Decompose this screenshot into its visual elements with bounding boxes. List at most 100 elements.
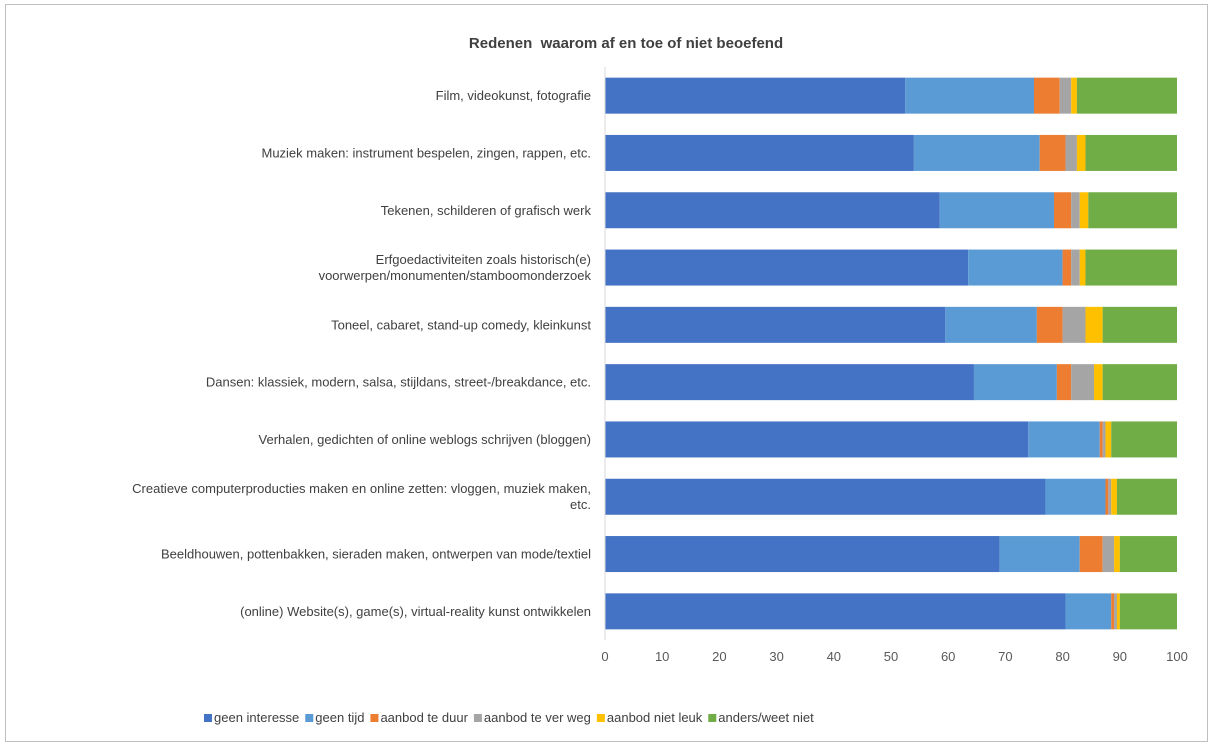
bar-3-series-6 <box>1088 192 1177 229</box>
bar-8-series-2 <box>1045 478 1106 515</box>
category-label-8-line-1: Creatieve computerproducties maken en on… <box>132 481 591 496</box>
bar-1-series-3 <box>1034 77 1060 114</box>
x-tick-label-70: 70 <box>998 649 1012 664</box>
bar-6-series-1 <box>605 364 974 401</box>
bar-4-series-5 <box>1079 249 1086 286</box>
x-tick-label-30: 30 <box>769 649 783 664</box>
bar-3-series-1 <box>605 192 940 229</box>
bar-10-series-4 <box>1114 593 1117 630</box>
legend-label-4: aanbod te ver weg <box>484 710 591 725</box>
x-tick-label-100: 100 <box>1166 649 1188 664</box>
category-label-1: Film, videokunst, fotografie <box>436 88 591 103</box>
bar-9-series-1 <box>605 536 1000 573</box>
category-label-9: Beeldhouwen, pottenbakken, sieraden make… <box>161 547 591 562</box>
bar-2-series-6 <box>1085 134 1177 171</box>
bar-2-series-2 <box>913 134 1040 171</box>
bar-2-series-1 <box>605 134 914 171</box>
legend-label-3: aanbod te duur <box>380 710 468 725</box>
category-label-8-line-2: etc. <box>570 497 591 512</box>
bar-9-series-5 <box>1114 536 1120 573</box>
bar-5-series-3 <box>1036 306 1063 343</box>
category-labels: Film, videokunst, fotografie Muziek maken… <box>132 88 591 619</box>
bar-3-series-3 <box>1054 192 1072 229</box>
bar-7-series-1 <box>605 421 1029 458</box>
category-label-7: Verhalen, gedichten of online weblogs sc… <box>259 432 591 447</box>
bar-6-series-6 <box>1102 364 1177 401</box>
bar-2-series-3 <box>1039 134 1066 171</box>
bar-10-series-5 <box>1116 593 1120 630</box>
bar-1-series-2 <box>905 77 1034 114</box>
category-label-2: Muziek maken: instrument bespelen, zinge… <box>261 145 591 160</box>
bar-3-series-4 <box>1071 192 1080 229</box>
category-label-4-line-1: Erfgoedactiviteiten zoals historisch(e) <box>376 252 591 267</box>
legend-label-2: geen tijd <box>315 710 364 725</box>
bar-9-series-2 <box>999 536 1080 573</box>
chart-title: Redenen waarom af en toe of niet beoefen… <box>469 35 783 52</box>
bar-1-series-1 <box>605 77 906 114</box>
x-tick-label-60: 60 <box>941 649 955 664</box>
bar-10-series-3 <box>1111 593 1115 630</box>
bar-4-series-6 <box>1085 249 1177 286</box>
x-tick-label-10: 10 <box>655 649 669 664</box>
legend-label-5: aanbod niet leuk <box>607 710 703 725</box>
bar-5-series-1 <box>605 306 946 343</box>
bar-9-series-4 <box>1102 536 1115 573</box>
bar-7-series-5 <box>1105 421 1112 458</box>
bar-1-series-4 <box>1059 77 1072 114</box>
category-label-3: Tekenen, schilderen of grafisch werk <box>381 203 592 218</box>
x-tick-label-20: 20 <box>712 649 726 664</box>
bar-8-series-1 <box>605 478 1046 515</box>
bar-1-series-5 <box>1071 77 1077 114</box>
bar-8-series-5 <box>1111 478 1117 515</box>
bar-7-series-3 <box>1099 421 1103 458</box>
bar-5-series-2 <box>945 306 1037 343</box>
bar-10-series-2 <box>1065 593 1112 630</box>
bar-4-series-4 <box>1071 249 1080 286</box>
bar-6-series-2 <box>973 364 1057 401</box>
bar-7-series-2 <box>1028 421 1100 458</box>
stacked-bar-chart: Redenen waarom af en toe of niet beoefen… <box>132 35 1188 725</box>
bar-4-series-1 <box>605 249 969 286</box>
bars-group <box>605 77 1177 630</box>
bar-2-series-5 <box>1076 134 1086 171</box>
bar-8-series-4 <box>1108 478 1112 515</box>
x-tick-label-50: 50 <box>884 649 898 664</box>
legend-swatch-6 <box>708 714 717 722</box>
bar-2-series-4 <box>1065 134 1077 171</box>
bar-9-series-3 <box>1079 536 1103 573</box>
legend: geen interesse geen tijd aanbod te duur aan… <box>204 710 814 725</box>
bar-6-series-5 <box>1094 364 1103 401</box>
x-tick-label-80: 80 <box>1055 649 1069 664</box>
bar-10-series-1 <box>605 593 1066 630</box>
bar-3-series-5 <box>1079 192 1089 229</box>
bar-10-series-6 <box>1119 593 1177 630</box>
category-label-4-line-2: voorwerpen/monumenten/stamboomonderzoek <box>319 268 592 283</box>
x-tick-label-0: 0 <box>601 649 608 664</box>
x-axis: 0 10 20 30 40 50 60 70 80 90 100 <box>601 67 1188 664</box>
bar-8-series-6 <box>1116 478 1177 515</box>
legend-swatch-2 <box>305 714 314 722</box>
category-label-6: Dansen: klassiek, modern, salsa, stijlda… <box>206 375 591 390</box>
legend-swatch-3 <box>370 714 379 722</box>
bar-1-series-6 <box>1076 77 1177 114</box>
bar-5-series-4 <box>1062 306 1086 343</box>
category-label-5: Toneel, cabaret, stand-up comedy, kleink… <box>331 317 591 332</box>
bar-8-series-3 <box>1105 478 1109 515</box>
legend-swatch-5 <box>596 714 605 722</box>
legend-swatch-1 <box>204 714 212 722</box>
legend-label-6: anders/weet niet <box>718 710 814 725</box>
x-tick-label-90: 90 <box>1113 649 1127 664</box>
bar-5-series-5 <box>1085 306 1103 343</box>
bar-4-series-3 <box>1062 249 1072 286</box>
bar-7-series-6 <box>1111 421 1177 458</box>
bar-4-series-2 <box>968 249 1063 286</box>
bar-7-series-4 <box>1102 421 1106 458</box>
chart-frame: Redenen waarom af en toe of niet beoefen… <box>5 4 1208 742</box>
bar-3-series-2 <box>939 192 1055 229</box>
bar-6-series-4 <box>1071 364 1095 401</box>
category-label-10: (online) Website(s), game(s), virtual-re… <box>240 604 591 619</box>
bar-5-series-6 <box>1102 306 1177 343</box>
bar-6-series-3 <box>1056 364 1072 401</box>
bar-9-series-6 <box>1119 536 1177 573</box>
legend-swatch-4 <box>473 714 482 722</box>
